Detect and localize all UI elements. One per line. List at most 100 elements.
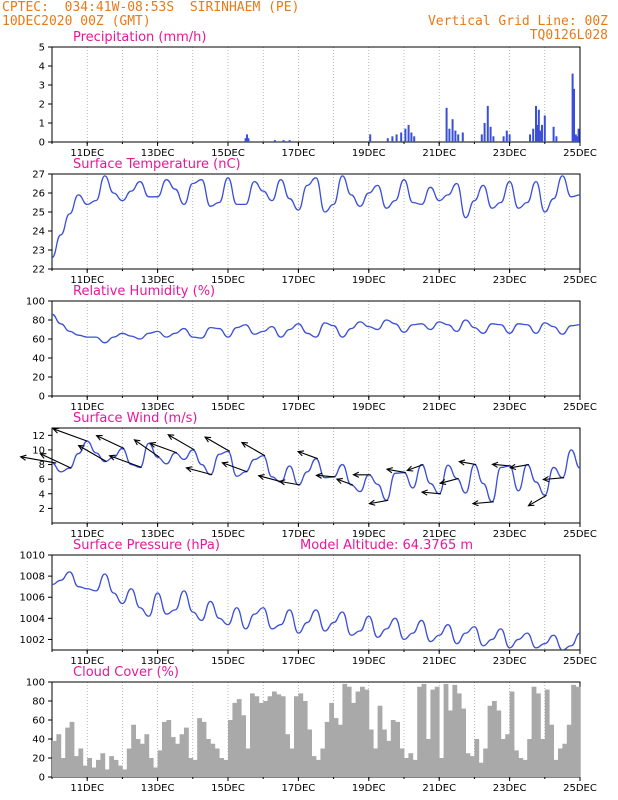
- wind-arrow: [421, 491, 442, 495]
- cloud-bar: [390, 720, 396, 777]
- cloud-bar: [311, 756, 317, 777]
- y-tick-label: 1010: [20, 551, 45, 562]
- cloud-bar: [417, 686, 422, 777]
- cloud-bar: [338, 724, 343, 777]
- wind-arrow: [241, 441, 266, 457]
- cloud-bar: [566, 724, 572, 777]
- y-tick-label: 0: [39, 773, 45, 784]
- wind-arrow: [492, 463, 512, 467]
- series-line: [52, 313, 580, 344]
- cloud-bar: [96, 759, 101, 777]
- cloud-bar: [382, 729, 387, 777]
- date-label: 19DEC: [352, 529, 386, 540]
- cloud-bar: [346, 686, 352, 777]
- cloud-bar: [351, 702, 356, 777]
- cloud-bar: [333, 718, 339, 777]
- cloud-bar: [320, 748, 326, 777]
- date-label: 23DEC: [493, 275, 527, 286]
- date-label: 13DEC: [141, 402, 175, 413]
- wind-arrow: [543, 477, 565, 481]
- cloud-bar: [192, 759, 198, 777]
- cloud-bar: [206, 739, 211, 777]
- cloud-bar: [553, 759, 559, 777]
- cloud-bar: [91, 767, 97, 777]
- date-label: 23DEC: [493, 783, 527, 794]
- date-label: 17DEC: [282, 148, 316, 159]
- date-label: 11DEC: [70, 783, 104, 794]
- y-tick-label: 1006: [20, 593, 45, 604]
- wind-arrow-head: [385, 467, 393, 474]
- wind-arrow: [369, 499, 389, 505]
- precip-bar: [369, 134, 372, 142]
- series-line: [52, 440, 580, 503]
- date-label: 17DEC: [282, 529, 316, 540]
- precip-bar: [529, 134, 532, 142]
- precip-bar: [386, 138, 389, 142]
- cloud-bar: [500, 739, 506, 777]
- cloud-bar: [364, 689, 370, 777]
- precip-bar: [454, 130, 457, 142]
- date-label: 15DEC: [211, 148, 245, 159]
- cloud-bar: [360, 686, 365, 777]
- y-tick-label: 2: [39, 504, 45, 515]
- date-label: 23DEC: [493, 656, 527, 667]
- panel-title: Surface Wind (m/s): [73, 411, 197, 426]
- precip-bar: [555, 136, 558, 142]
- wind-arrow: [149, 442, 178, 454]
- cloud-bar: [549, 724, 554, 777]
- cloud-bar: [210, 743, 216, 777]
- cloud-bar: [465, 753, 471, 777]
- cloud-bar: [426, 739, 431, 777]
- cloud-bar: [104, 769, 110, 777]
- wind-arrow: [472, 501, 494, 505]
- y-tick-label: 10: [32, 445, 45, 456]
- cloud-bar: [302, 701, 308, 777]
- cloud-bar: [324, 721, 330, 777]
- date-label: 21DEC: [422, 275, 456, 286]
- cloud-bar: [118, 765, 123, 777]
- wind-arrow: [279, 480, 301, 486]
- date-label: 17DEC: [282, 275, 316, 286]
- wind-arrow-head: [471, 500, 479, 507]
- wind-arrow-head: [221, 461, 229, 468]
- precip-bar: [457, 134, 460, 142]
- plot-frame: [51, 46, 581, 143]
- cloud-bar: [272, 691, 277, 777]
- cloud-bar: [294, 696, 299, 777]
- precip-bar: [395, 134, 398, 142]
- cloud-bar: [514, 750, 519, 777]
- cloud-bar: [474, 739, 480, 777]
- run-date: 10DEC2020 00Z (GMT): [2, 14, 151, 29]
- wind-arrow-head: [203, 436, 212, 443]
- cloud-bar: [56, 734, 62, 777]
- cloud-bar: [544, 689, 550, 777]
- cloud-bar: [250, 693, 255, 777]
- y-tick-label: 1004: [20, 614, 45, 625]
- cloud-bar: [421, 683, 427, 777]
- cloud-bar: [439, 758, 444, 777]
- date-label: 15DEC: [211, 656, 245, 667]
- cloud-bar: [377, 705, 383, 777]
- wind-arrow-head: [108, 454, 116, 461]
- y-tick-label: 0: [39, 138, 45, 149]
- date-label: 25DEC: [563, 656, 597, 667]
- precip-bar: [577, 128, 580, 142]
- cloud-bar: [245, 748, 251, 777]
- cloud-bar: [197, 718, 202, 777]
- cloud-bar: [201, 721, 207, 777]
- y-tick-label: 20: [32, 373, 45, 384]
- y-tick-label: 24: [32, 227, 45, 238]
- wind-arrow: [336, 478, 354, 486]
- cloud-bar: [443, 683, 449, 777]
- series-line: [52, 571, 580, 650]
- y-tick-label: 40: [32, 354, 45, 365]
- wind-arrow: [109, 455, 142, 468]
- wind-arrow: [258, 475, 283, 483]
- y-tick-label: 60: [32, 716, 45, 727]
- cloud-bar: [254, 696, 260, 777]
- wind-arrow: [134, 439, 160, 458]
- grid-note: Vertical Grid Line: 00Z: [427, 14, 608, 29]
- panel-title: Precipitation (mm/h): [73, 30, 206, 45]
- y-tick-label: 4: [39, 62, 45, 73]
